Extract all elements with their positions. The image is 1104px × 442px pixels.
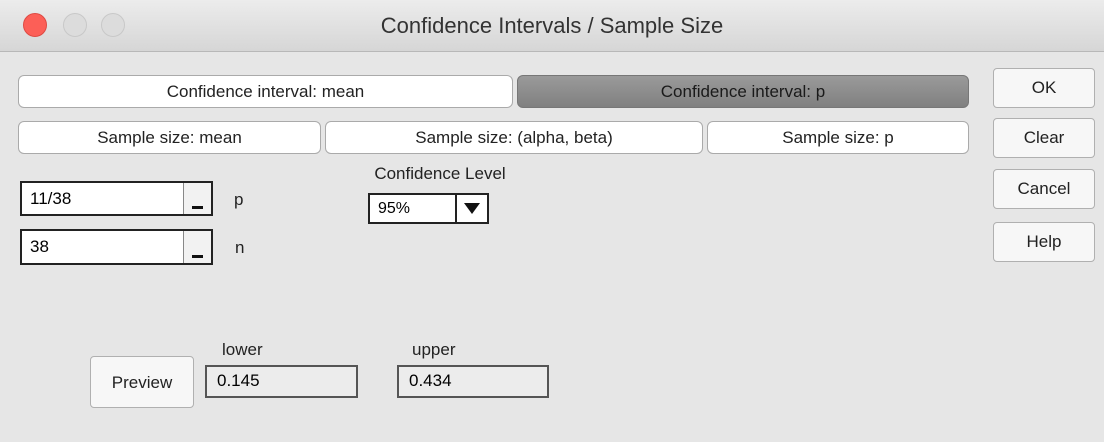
arrow-icon bbox=[464, 203, 480, 214]
result-field: 0.434 bbox=[397, 365, 549, 398]
cancel-button[interactable]: Cancel bbox=[993, 169, 1095, 209]
zoom-button[interactable] bbox=[101, 13, 125, 37]
input-button[interactable] bbox=[183, 231, 211, 263]
tab[interactable]: Confidence interval: mean bbox=[18, 75, 513, 108]
ok-button[interactable]: OK bbox=[993, 68, 1095, 108]
input-button[interactable] bbox=[183, 183, 211, 214]
input-value: 11/38 bbox=[30, 189, 72, 208]
n-input[interactable]: 38 bbox=[20, 229, 213, 265]
result-label: lower bbox=[222, 340, 263, 359]
result-label: upper bbox=[412, 340, 456, 359]
help-button[interactable]: Help bbox=[993, 222, 1095, 262]
tab[interactable]: Sample size: p bbox=[707, 121, 969, 154]
select-value: 95% bbox=[378, 200, 411, 217]
p-input[interactable]: 11/38 bbox=[20, 181, 213, 216]
confidence-level-label: Confidence Level bbox=[374, 164, 506, 183]
window-title: Confidence Intervals / Sample Size bbox=[380, 13, 724, 38]
preview-button[interactable]: Preview bbox=[90, 356, 194, 408]
tab[interactable]: Sample size: (alpha, beta) bbox=[325, 121, 703, 154]
close-button[interactable] bbox=[23, 13, 47, 37]
input-label: p bbox=[234, 190, 244, 209]
input-value: 38 bbox=[30, 237, 49, 256]
input-label: n bbox=[235, 238, 245, 257]
minimize-button[interactable] bbox=[63, 13, 87, 37]
select-arrow[interactable] bbox=[455, 195, 487, 222]
title-bar bbox=[0, 0, 1104, 52]
arrow bbox=[464, 203, 480, 214]
tab[interactable]: Sample size: mean bbox=[18, 121, 321, 154]
tab[interactable]: Confidence interval: p bbox=[517, 75, 969, 108]
confidence-level-select[interactable]: 95% bbox=[368, 193, 489, 224]
clear-button[interactable]: Clear bbox=[993, 118, 1095, 158]
result-field: 0.145 bbox=[205, 365, 358, 398]
